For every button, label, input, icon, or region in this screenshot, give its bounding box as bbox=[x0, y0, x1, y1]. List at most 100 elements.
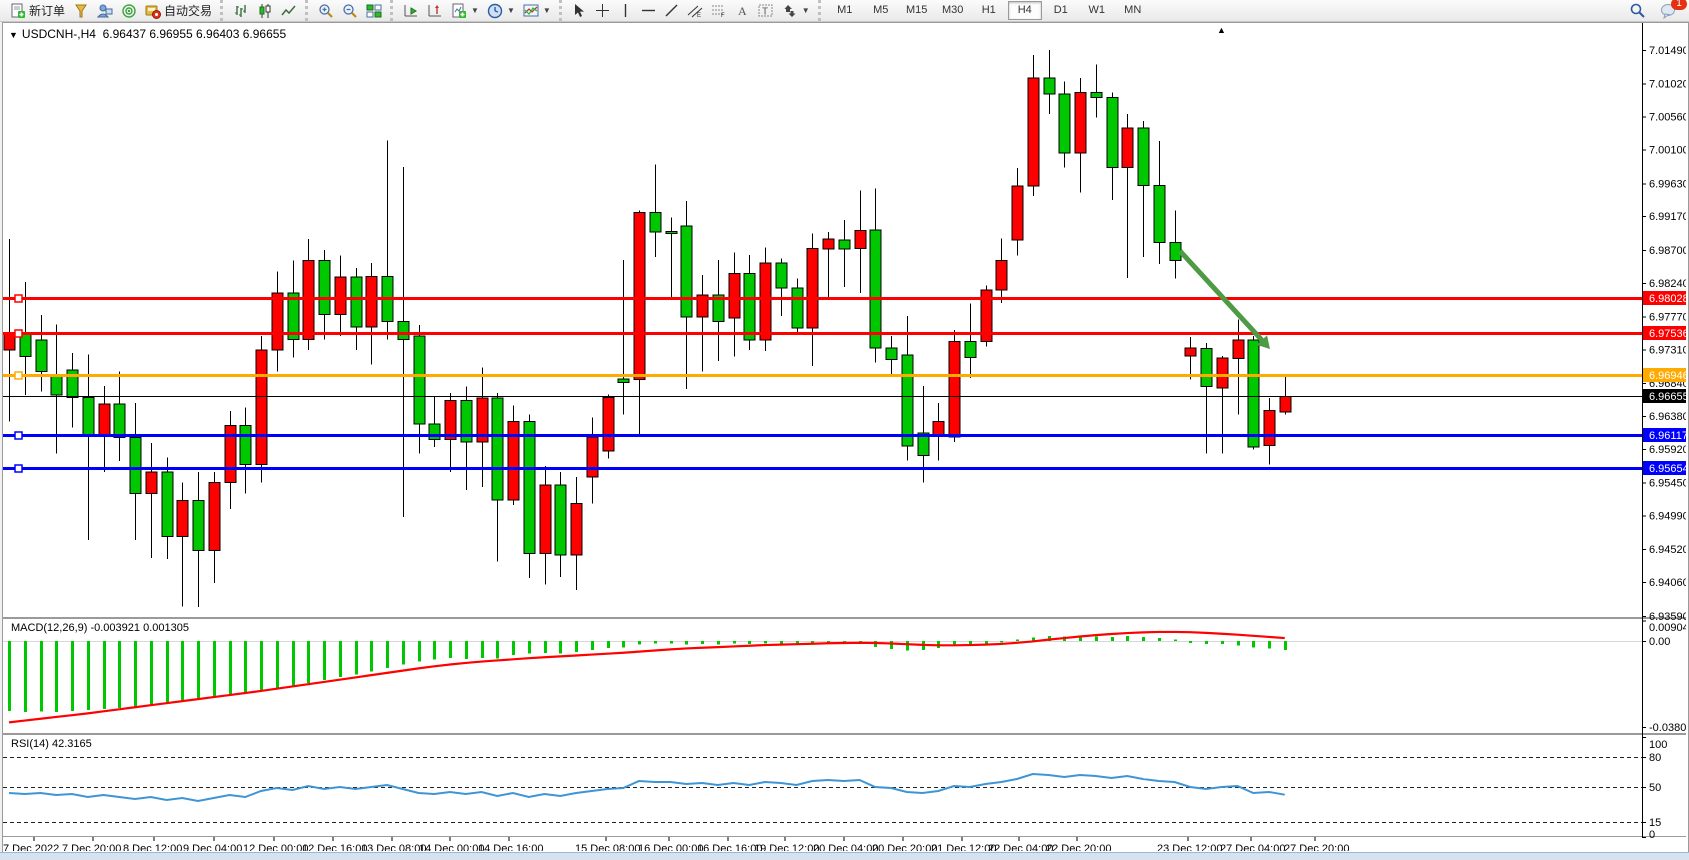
hline-handle[interactable] bbox=[14, 294, 23, 303]
hline-handle[interactable] bbox=[14, 431, 23, 440]
svg-text:6.96946: 6.96946 bbox=[1649, 370, 1686, 382]
zoom-in-button[interactable] bbox=[314, 1, 338, 21]
indicators-button[interactable]: ▼ bbox=[447, 1, 483, 21]
period-clock-icon bbox=[487, 3, 503, 18]
period-button[interactable]: ▼ bbox=[483, 1, 519, 21]
fibonacci-button[interactable]: F bbox=[707, 1, 731, 21]
hline-handle[interactable] bbox=[14, 371, 23, 380]
time-tick-label: 27 Dec 04:00 bbox=[1220, 843, 1285, 851]
hline-handle[interactable] bbox=[14, 464, 23, 473]
price-axis: 7.01490 7.01020 7.00560 7.00100 6.99630 6.991… bbox=[1642, 45, 1686, 623]
line-chart-icon bbox=[281, 5, 296, 15]
channel-button[interactable]: E bbox=[683, 1, 707, 21]
toolbar-right: 1 bbox=[1625, 0, 1689, 21]
arrows-button[interactable]: ▼ bbox=[778, 1, 814, 21]
toolbar-group-chart-opts: ▼ ▼ ▼ bbox=[390, 0, 559, 21]
horizontal-line-button[interactable] bbox=[637, 1, 660, 21]
tile-windows-button[interactable] bbox=[362, 1, 386, 21]
price-badge-6.95654: 6.95654 bbox=[1643, 461, 1686, 475]
chart-window[interactable]: ▼ USDCNH-,H4 6.96437 6.96955 6.96403 6.96… bbox=[2, 22, 1689, 854]
time-axis: 7 Dec 2022 7 Dec 20:00 8 Dec 12:00 9 Dec 04… bbox=[3, 837, 1349, 851]
chart-canvas[interactable]: 7.01490 7.01020 7.00560 7.00100 6.99630 6.991… bbox=[3, 23, 1686, 851]
timeframe-MN-button[interactable]: MN bbox=[1124, 4, 1142, 16]
new-order-button[interactable]: 新订单 bbox=[6, 1, 69, 21]
auto-trade-button[interactable]: 自动交易 bbox=[141, 1, 216, 21]
template-caret-icon: ▼ bbox=[542, 6, 551, 15]
text-button[interactable]: A bbox=[731, 1, 754, 21]
price-tick-label: 7.00560 bbox=[1649, 112, 1686, 124]
price-badge-6.97536: 6.97536 bbox=[1643, 326, 1686, 340]
timeframe-M1-button[interactable]: M1 bbox=[837, 4, 853, 16]
template-button[interactable]: ▼ bbox=[519, 1, 555, 21]
one-click-trading-toggle-icon[interactable]: ▼ bbox=[9, 30, 18, 40]
candlestick-button[interactable] bbox=[253, 1, 277, 21]
profile-button[interactable] bbox=[93, 1, 117, 21]
trendline-button[interactable] bbox=[660, 1, 683, 21]
channel-icon: E bbox=[687, 5, 703, 18]
macd-tick-label: 0.00904 bbox=[1649, 622, 1686, 634]
time-tick-label: 7 Dec 20:00 bbox=[62, 843, 121, 851]
time-tick-label: 8 Dec 12:00 bbox=[123, 843, 182, 851]
time-tick-label: 16 Dec 16:00 bbox=[697, 843, 762, 851]
chart-shift-icon bbox=[428, 4, 442, 16]
rsi-label: RSI(14) 42.3165 bbox=[11, 738, 92, 750]
trendline-icon bbox=[665, 4, 678, 17]
crosshair-button[interactable] bbox=[591, 1, 614, 21]
signal-button[interactable] bbox=[117, 1, 141, 21]
timeframe-H4-button[interactable]: H4 bbox=[1007, 1, 1042, 20]
price-tick-label: 7.00100 bbox=[1649, 145, 1686, 157]
cursor-button[interactable] bbox=[568, 1, 591, 21]
line-chart-button[interactable] bbox=[277, 1, 301, 21]
svg-text:6.96655: 6.96655 bbox=[1649, 391, 1686, 403]
chart-symbol-period: USDCNH-,H4 bbox=[21, 27, 96, 41]
time-tick-label: 13 Dec 08:00 bbox=[361, 843, 426, 851]
price-tick-label: 6.97770 bbox=[1649, 311, 1686, 323]
price-tick-label: 6.97310 bbox=[1649, 344, 1686, 356]
arrows-icon bbox=[784, 5, 796, 17]
timeframe-D1-button[interactable]: D1 bbox=[1053, 4, 1068, 16]
trend-arrow-annotation[interactable] bbox=[1178, 249, 1270, 349]
price-badge-6.96655: 6.96655 bbox=[1643, 389, 1686, 403]
price-badge-6.96946: 6.96946 bbox=[1643, 368, 1686, 382]
timeframe-M5-button[interactable]: M5 bbox=[873, 4, 889, 16]
timeframe-M30-button[interactable]: M30 bbox=[942, 4, 964, 16]
price-tick-label: 6.95920 bbox=[1649, 444, 1686, 456]
search-icon bbox=[1630, 3, 1645, 18]
svg-text:6.95654: 6.95654 bbox=[1649, 463, 1686, 475]
text-label-button[interactable]: T bbox=[754, 1, 778, 21]
bar-chart-button[interactable] bbox=[229, 1, 253, 21]
rsi-line bbox=[8, 772, 1285, 803]
arrows-caret-icon: ▼ bbox=[801, 6, 810, 15]
zoom-out-button[interactable] bbox=[338, 1, 362, 21]
zoom-out-icon bbox=[343, 3, 357, 18]
timeframe-W1-button[interactable]: W1 bbox=[1088, 4, 1105, 16]
main-toolbar: 新订单 bbox=[0, 0, 1689, 22]
time-tick-label: 20 Dec 04:00 bbox=[813, 843, 878, 851]
indicators-icon bbox=[452, 3, 467, 18]
search-button[interactable] bbox=[1625, 1, 1650, 21]
crosshair-icon bbox=[595, 4, 609, 17]
price-pane bbox=[3, 50, 1642, 608]
price-tick-label: 6.96380 bbox=[1649, 411, 1686, 423]
vertical-line-button[interactable] bbox=[614, 1, 637, 21]
chat-button[interactable]: 1 bbox=[1656, 0, 1687, 21]
window-menu-icon[interactable]: ▲ bbox=[1217, 25, 1226, 35]
market-watch-button[interactable] bbox=[69, 1, 93, 21]
new-order-label: 新订单 bbox=[29, 4, 66, 18]
svg-text:6.97536: 6.97536 bbox=[1649, 328, 1686, 340]
rsi-pane bbox=[3, 757, 1642, 823]
timeframe-H1-button[interactable]: H1 bbox=[981, 4, 996, 16]
timeframe-M15-button[interactable]: M15 bbox=[906, 4, 928, 16]
auto-scroll-button[interactable] bbox=[399, 1, 423, 21]
signal-icon bbox=[122, 3, 136, 18]
rsi-tick-label: 100 bbox=[1649, 739, 1667, 751]
profile-icon bbox=[97, 4, 113, 17]
rsi-tick-label: 15 bbox=[1649, 817, 1661, 829]
svg-text:F: F bbox=[721, 13, 725, 18]
hline-handle[interactable] bbox=[14, 329, 23, 338]
toolbar-group-timeframes: M1 M5 M15 M30 H1 H4 D1 W1 MN bbox=[817, 0, 1155, 21]
time-tick-label: 14 Dec 00:00 bbox=[419, 843, 484, 851]
zoom-in-icon bbox=[319, 3, 333, 18]
chart-shift-button[interactable] bbox=[423, 1, 447, 21]
